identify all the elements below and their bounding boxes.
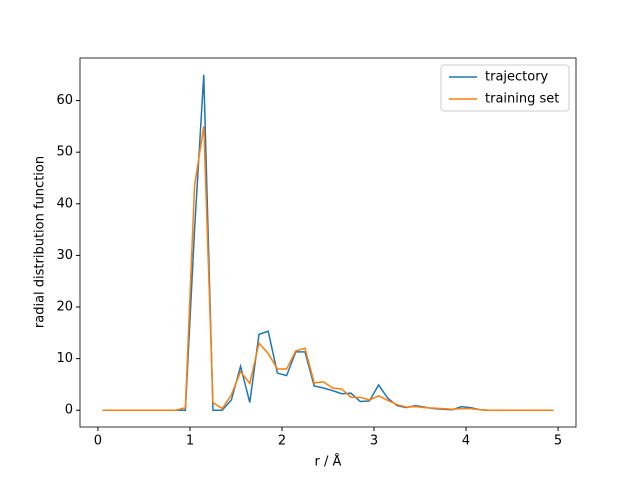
y-tick-label: 40 xyxy=(56,196,73,211)
plot-frame xyxy=(79,57,577,428)
y-axis-label: radial distribution function xyxy=(33,156,48,328)
series-line xyxy=(102,126,554,411)
x-tick-label: 3 xyxy=(370,434,378,449)
y-tick-label: 50 xyxy=(56,145,73,160)
x-tick-label: 0 xyxy=(94,434,102,449)
y-tick-label: 10 xyxy=(56,351,73,366)
x-tick-label: 1 xyxy=(186,434,194,449)
y-tick-label: 0 xyxy=(65,403,73,418)
series-line xyxy=(102,74,554,411)
x-axis-label: r / Å xyxy=(315,454,342,470)
y-tick-label: 20 xyxy=(56,300,73,315)
legend-label: training set xyxy=(485,92,559,107)
x-tick-label: 4 xyxy=(462,434,470,449)
legend-label: trajectory xyxy=(485,70,549,85)
y-tick-label: 30 xyxy=(56,248,73,263)
y-tick-label: 60 xyxy=(56,93,73,108)
x-tick-label: 2 xyxy=(278,434,286,449)
x-tick-label: 5 xyxy=(554,434,562,449)
